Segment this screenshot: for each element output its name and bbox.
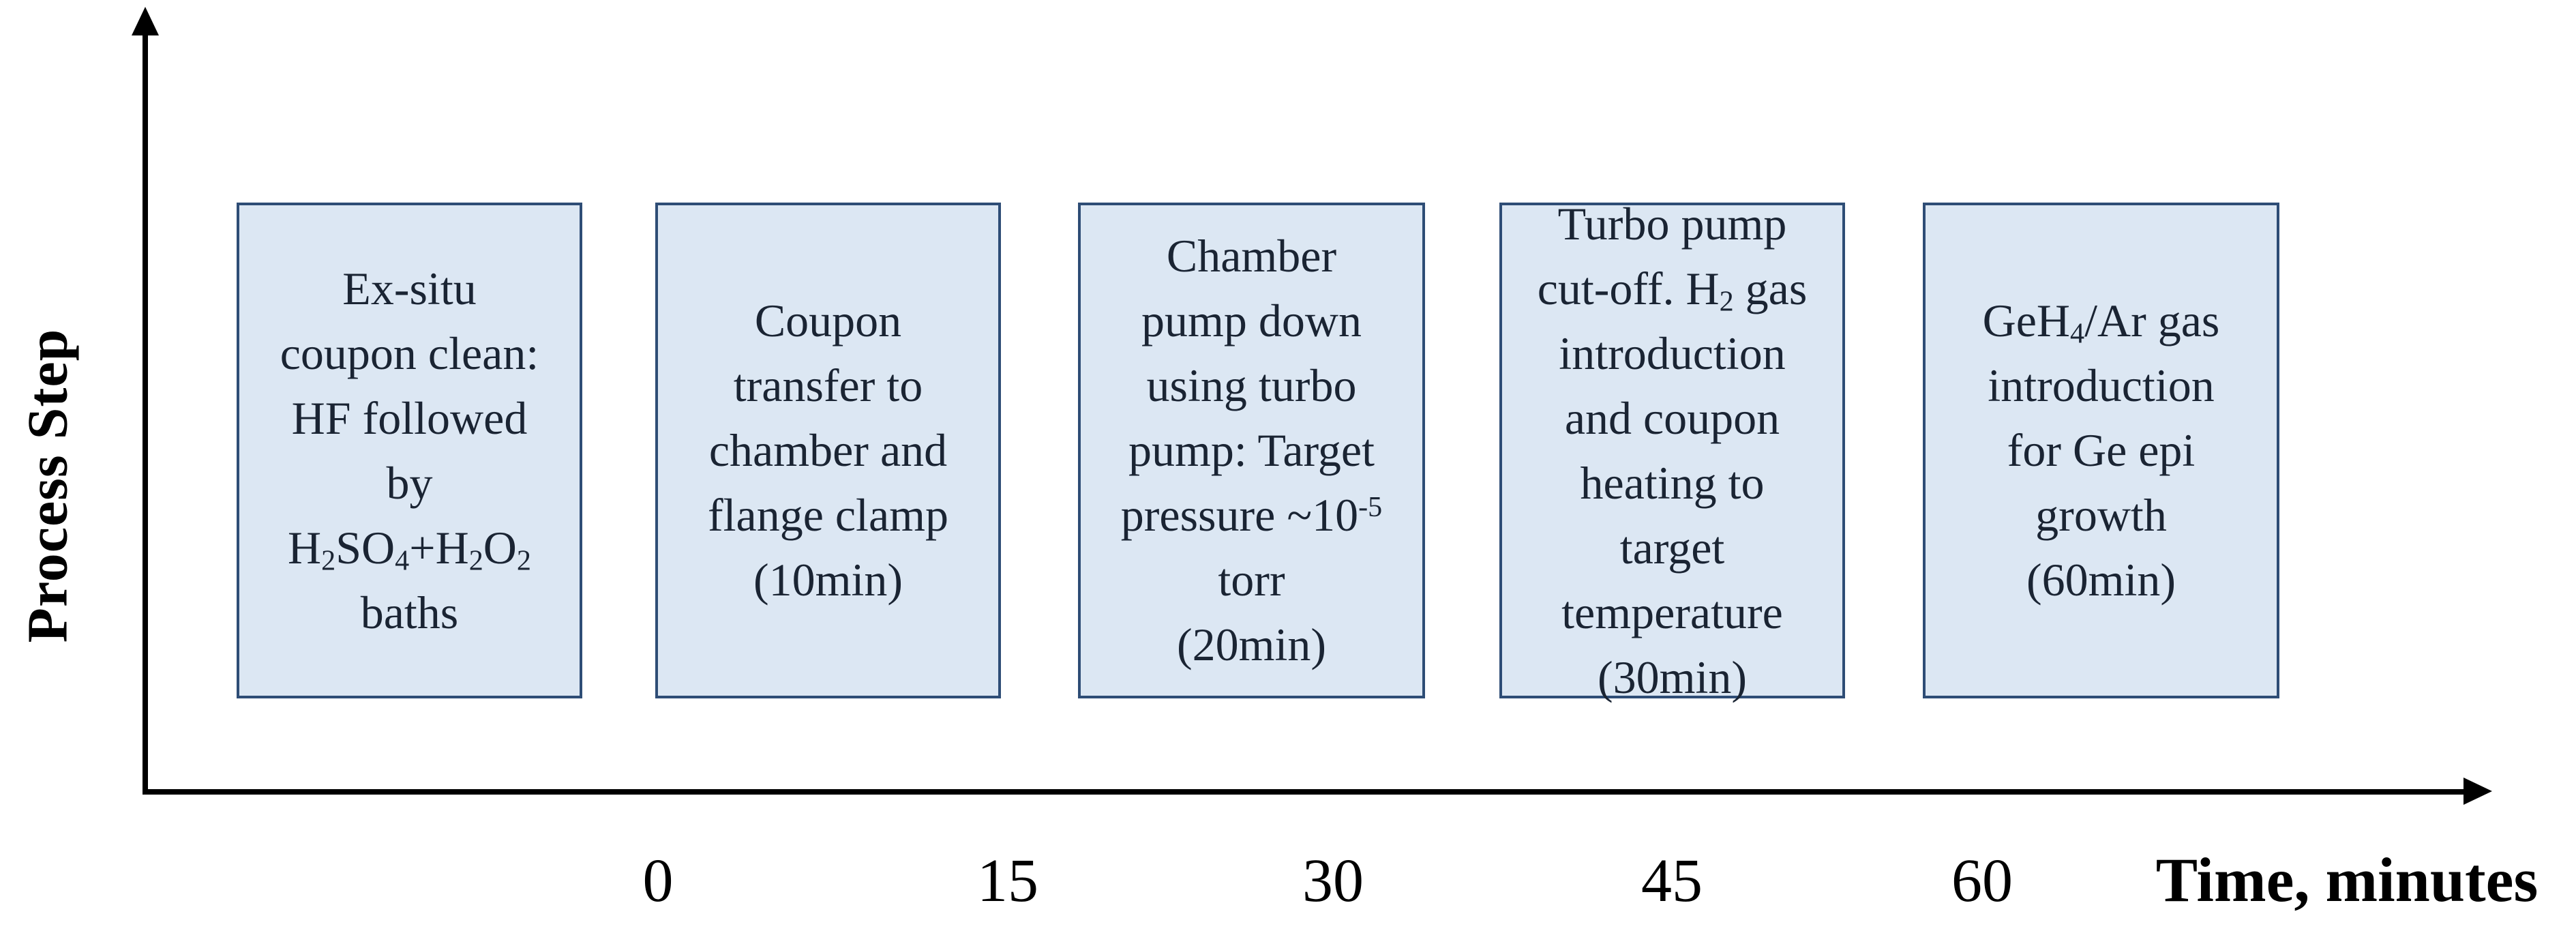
- box-line: introduction: [1988, 359, 2215, 411]
- process-step-box: GeH4/Ar gas introduction for Ge epi growth (…: [1923, 203, 2279, 698]
- box-line: (30min): [1597, 651, 1748, 703]
- box-line: growth: [2035, 489, 2167, 541]
- box-line: transfer to: [733, 359, 923, 411]
- box-line: HF followed: [291, 391, 528, 444]
- y-axis-line: [143, 27, 148, 795]
- box-line: (10min): [753, 554, 903, 606]
- box-line: for Ge epi: [2007, 424, 2196, 476]
- box-line: Ex-situ: [342, 262, 477, 314]
- box-line: chamber and: [708, 424, 948, 476]
- box-line: introduction: [1559, 327, 1786, 379]
- box-line: cut-off. H2 gas: [1537, 262, 1808, 317]
- x-axis-line: [143, 789, 2463, 795]
- process-step-box: Coupon transfer to chamber and flange clamp…: [655, 203, 1001, 698]
- box-line: coupon clean:: [280, 327, 539, 379]
- process-step-box: Turbo pump cut-off. H2 gas introduction and…: [1499, 198, 1845, 703]
- box-line: Turbo pump: [1557, 197, 1787, 250]
- box-line: and coupon: [1564, 391, 1780, 444]
- x-tick-label: 30: [1302, 847, 1364, 915]
- box-line: pump: Target: [1128, 424, 1375, 476]
- x-axis-title: Time, minutes: [2155, 845, 2538, 915]
- box-line: target: [1619, 521, 1725, 574]
- box-line: flange clamp: [707, 489, 949, 541]
- x-tick-label: 0: [642, 847, 674, 915]
- box-line: GeH4/Ar gas: [1982, 295, 2220, 350]
- box-line: temperature: [1561, 586, 1783, 638]
- box-line: (20min): [1176, 619, 1327, 670]
- box-line: Coupon: [754, 295, 902, 346]
- x-tick-label: 45: [1641, 847, 1703, 915]
- box-line: pressure ~10-5: [1120, 489, 1383, 541]
- box-line: pump down: [1141, 295, 1362, 346]
- up-arrowhead-icon: [132, 7, 159, 35]
- box-line: baths: [360, 586, 459, 638]
- box-line: using turbo: [1146, 359, 1357, 411]
- right-arrowhead-icon: [2463, 778, 2492, 805]
- box-line: heating to: [1580, 456, 1765, 509]
- box-line: torr: [1218, 554, 1285, 606]
- box-line: by: [386, 456, 433, 509]
- x-tick-label: 15: [977, 847, 1038, 915]
- y-axis-label: Process Step: [16, 328, 80, 643]
- process-step-box: Chamber pump down using turbo pump: Target p…: [1078, 203, 1425, 698]
- process-step-box: Ex-situ coupon clean: HF followed by H2SO4+H…: [237, 203, 582, 698]
- x-tick-label: 60: [1951, 847, 2013, 915]
- box-line: Chamber: [1166, 230, 1337, 282]
- box-line: (60min): [2026, 554, 2176, 606]
- box-line: H2SO4+H2O2: [288, 521, 531, 576]
